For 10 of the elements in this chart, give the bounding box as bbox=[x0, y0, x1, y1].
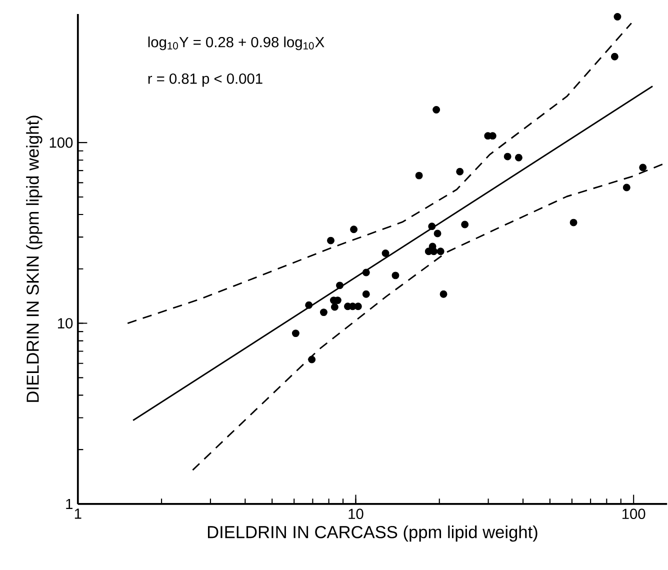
annotation: log$_{10}$Y = 0.28 + 0.98 log$_{10}$X bbox=[148, 36, 324, 50]
x-tick-label: 1 bbox=[74, 508, 82, 519]
y-tick-label: 100 bbox=[50, 137, 73, 148]
x-axis-title: DIELDRIN IN CARCASS (ppm lipid weight) bbox=[208, 526, 538, 542]
y-tick-label: 10 bbox=[58, 318, 73, 329]
y-tick-label: 1 bbox=[66, 499, 72, 510]
x-tick-label: 100 bbox=[622, 508, 646, 520]
annotation: r = 0.81 p < 0.001 bbox=[148, 74, 262, 87]
x-tick-label: 10 bbox=[348, 508, 364, 520]
y-axis-title: DIELDRIN IN SKIN (ppm lipid weight) bbox=[26, 116, 42, 402]
